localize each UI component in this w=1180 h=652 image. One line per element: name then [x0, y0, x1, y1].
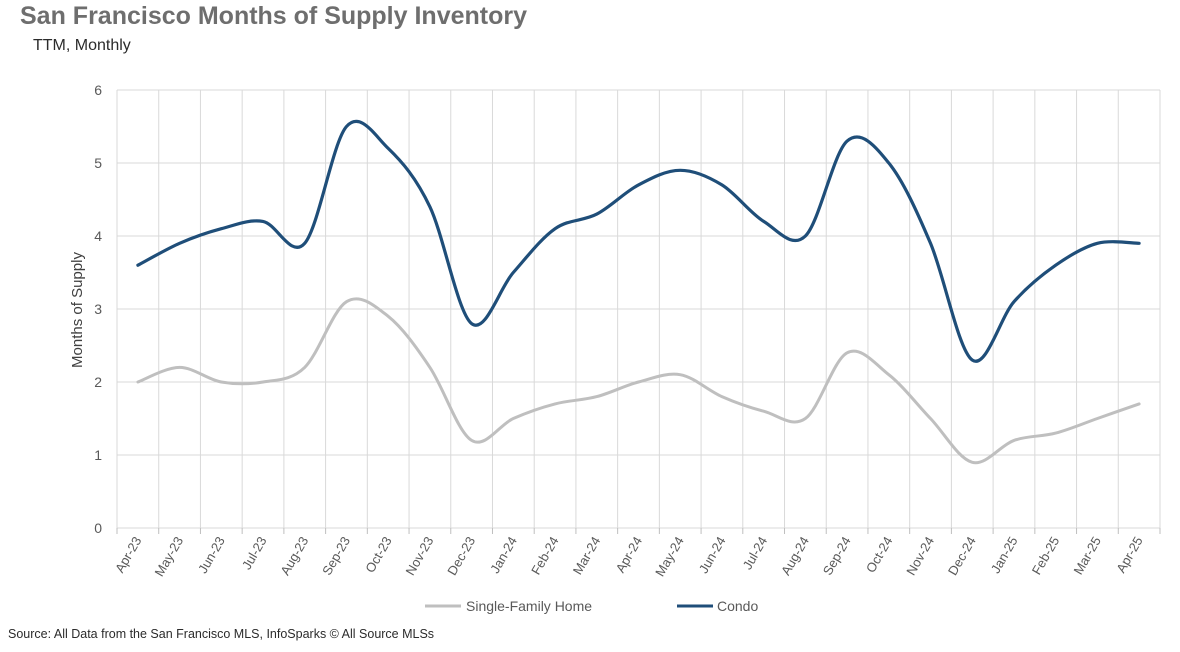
series-line-condo	[136, 119, 1141, 363]
x-tick-label: Mar-24	[570, 534, 604, 577]
x-axis-ticks: Apr-23 May-23 Jun-23 Jul-23 Aug-23 Sep-23 Oct-…	[112, 534, 1146, 579]
x-tick-label: Sep-24	[820, 534, 854, 578]
series-line-single-family-home	[136, 297, 1141, 465]
gridlines	[116, 89, 1161, 534]
y-tick-label: 4	[94, 228, 102, 244]
x-tick-label: Dec-23	[444, 534, 478, 578]
y-tick-label: 5	[94, 155, 102, 171]
x-tick-label: Aug-23	[277, 534, 311, 578]
x-tick-label: May-24	[652, 534, 687, 579]
y-axis-ticks: 0 1 2 3 4 5 6	[94, 82, 102, 536]
chart-title: San Francisco Months of Supply Inventory	[20, 2, 528, 30]
x-tick-label: Mar-25	[1070, 534, 1104, 577]
y-axis-title: Months of Supply	[69, 252, 86, 368]
x-tick-label: Feb-25	[1029, 534, 1063, 577]
x-tick-label: Jul-24	[740, 534, 771, 572]
y-tick-label: 0	[94, 520, 102, 536]
y-tick-label: 6	[94, 82, 102, 98]
legend-label-single-family: Single-Family Home	[466, 598, 592, 614]
x-tick-label: Apr-24	[613, 534, 646, 575]
chart-subtitle: TTM, Monthly	[33, 37, 131, 54]
x-tick-label: Apr-25	[1113, 534, 1146, 575]
y-tick-label: 3	[94, 301, 102, 317]
x-tick-label: Jul-23	[239, 534, 270, 572]
x-tick-label: Jan-24	[487, 534, 520, 576]
x-tick-label: Dec-24	[945, 534, 979, 578]
x-tick-label: Jun-24	[696, 534, 729, 576]
x-tick-label: Apr-23	[112, 534, 145, 575]
x-tick-label: Oct-24	[863, 534, 895, 575]
legend-label-condo: Condo	[717, 598, 758, 614]
y-tick-label: 1	[94, 447, 102, 463]
legend: Single-Family Home Condo	[425, 598, 758, 614]
x-tick-label: Nov-23	[403, 534, 437, 578]
x-tick-label: Nov-24	[903, 534, 937, 578]
series-lines	[136, 119, 1141, 465]
y-tick-label: 2	[94, 374, 102, 390]
x-tick-label: Aug-24	[778, 534, 812, 578]
x-tick-label: Feb-24	[528, 534, 562, 577]
x-tick-label: Jun-23	[195, 534, 228, 576]
x-tick-label: Sep-23	[319, 534, 353, 578]
x-tick-label: May-23	[152, 534, 187, 579]
x-tick-label: Oct-23	[362, 534, 394, 575]
x-tick-label: Jan-25	[988, 534, 1021, 576]
source-note: Source: All Data from the San Francisco …	[8, 627, 435, 641]
